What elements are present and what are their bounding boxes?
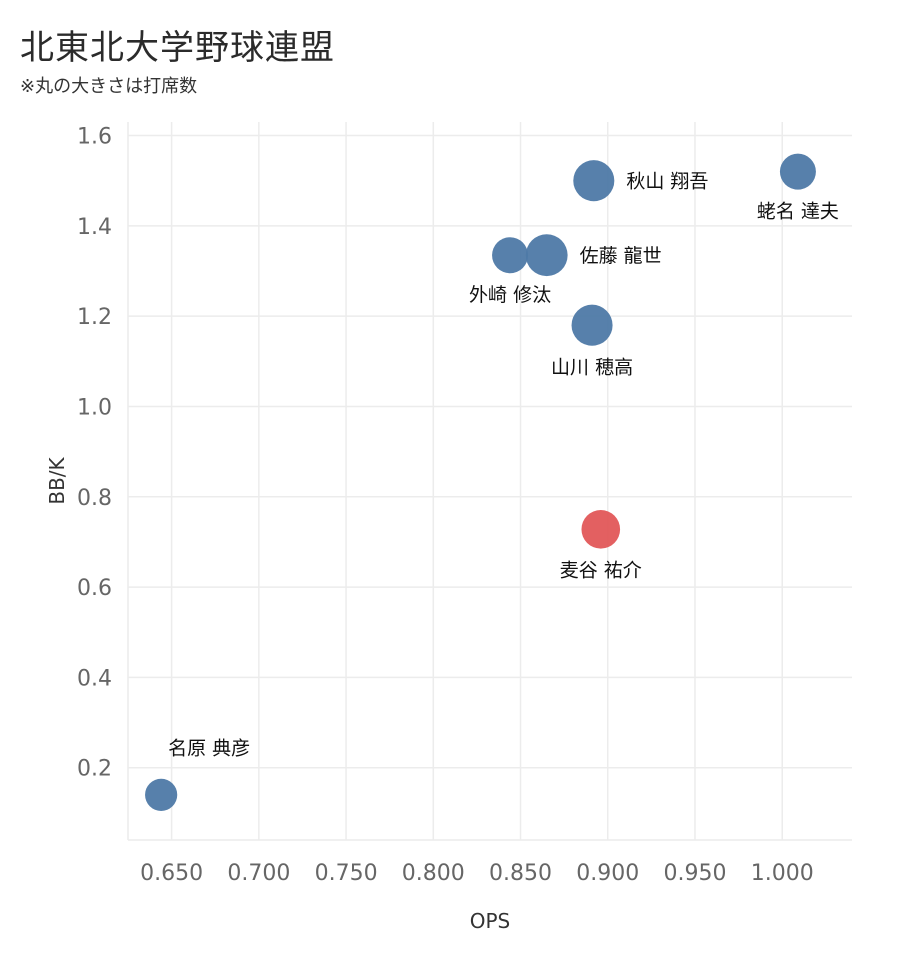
x-tick-label: 0.900 xyxy=(576,861,639,886)
y-tick-label: 0.4 xyxy=(77,666,112,691)
y-tick-label: 1.6 xyxy=(77,125,112,150)
x-tick-label: 0.750 xyxy=(315,861,378,886)
data-points xyxy=(145,153,816,811)
point-label: 山川 穂高 xyxy=(551,357,633,379)
y-tick-label: 0.6 xyxy=(77,576,112,601)
x-axis-title: OPS xyxy=(470,909,511,933)
x-tick-label: 0.950 xyxy=(663,861,726,886)
y-tick-label: 1.2 xyxy=(77,305,112,330)
x-tick-label: 0.800 xyxy=(402,861,465,886)
chart-title: 北東北大学野球連盟 xyxy=(20,28,335,68)
x-axis-ticks: 0.650 0.700 0.750 0.800 0.850 0.900 0.950 1.000 xyxy=(140,861,814,886)
y-tick-label: 1.4 xyxy=(77,215,112,240)
data-point[interactable] xyxy=(779,153,816,190)
point-label: 秋山 翔吾 xyxy=(626,171,708,193)
point-label: 佐藤 龍世 xyxy=(580,245,662,267)
y-axis-ticks: 0.2 0.4 0.6 0.8 1.0 1.2 1.4 1.6 xyxy=(77,125,112,782)
data-point[interactable] xyxy=(525,234,568,277)
data-point[interactable] xyxy=(571,304,613,346)
data-point[interactable] xyxy=(492,237,529,274)
data-point[interactable] xyxy=(581,510,621,549)
point-label: 麦谷 祐介 xyxy=(560,560,642,582)
x-tick-label: 0.650 xyxy=(140,861,203,886)
x-tick-label: 0.850 xyxy=(489,861,552,886)
x-tick-label: 1.000 xyxy=(751,861,814,886)
point-label: 名原 典彦 xyxy=(168,738,250,760)
chart-subtitle: ※丸の大きさは打席数 xyxy=(20,76,198,97)
x-tick-label: 0.700 xyxy=(227,861,290,886)
data-point[interactable] xyxy=(145,778,178,811)
point-label: 蛯名 達夫 xyxy=(757,201,839,223)
grid-layer xyxy=(127,122,852,841)
y-tick-label: 1.0 xyxy=(77,395,112,420)
y-tick-label: 0.8 xyxy=(77,486,112,511)
y-tick-label: 0.2 xyxy=(77,757,112,782)
data-point[interactable] xyxy=(573,160,615,202)
y-axis-title: BB/K xyxy=(45,456,69,504)
point-label: 外崎 修汰 xyxy=(469,284,551,306)
